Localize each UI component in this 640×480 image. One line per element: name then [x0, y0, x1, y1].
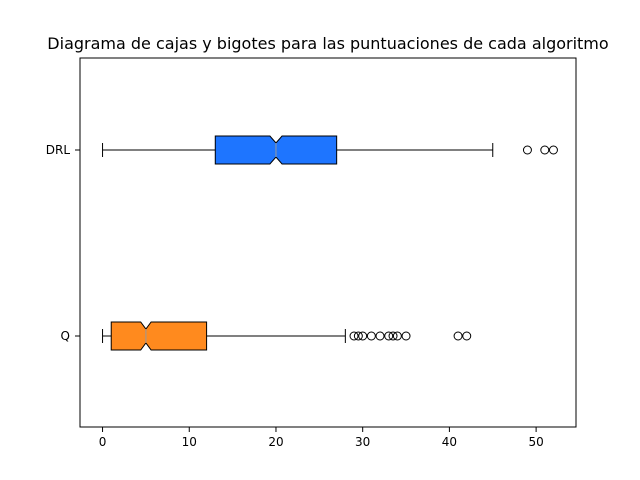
y-axis: Q DRL — [46, 143, 80, 343]
x-tick-label-30: 30 — [355, 435, 370, 449]
outlier-q-8 — [401, 331, 411, 341]
outlier-q-6 — [388, 331, 398, 341]
outlier-q-0 — [349, 331, 359, 341]
x-tick-label-50: 50 — [528, 435, 543, 449]
outlier-q-3 — [366, 331, 376, 341]
x-tick-label-40: 40 — [442, 435, 457, 449]
outlier-drl-1 — [540, 145, 550, 155]
outlier-q-9 — [453, 331, 463, 341]
outlier-drl-0 — [522, 145, 532, 155]
x-tick-label-10: 10 — [182, 435, 197, 449]
box-q — [110, 321, 208, 351]
outlier-q-1 — [353, 331, 363, 341]
outlier-q-7 — [392, 331, 402, 341]
x-axis: 0 10 20 30 40 50 — [99, 427, 544, 449]
chart-marks — [102, 135, 558, 351]
y-tick-label-drl: DRL — [46, 143, 71, 157]
x-tick-label-0: 0 — [99, 435, 107, 449]
outlier-q-10 — [462, 331, 472, 341]
x-tick-label-20: 20 — [268, 435, 283, 449]
plot-area — [79, 57, 577, 428]
y-tick-label-q: Q — [61, 329, 70, 343]
outlier-q-4 — [375, 331, 385, 341]
outlier-q-5 — [384, 331, 394, 341]
outlier-drl-2 — [548, 145, 558, 155]
box-group-drl — [102, 135, 558, 165]
chart-title: Diagrama de cajas y bigotes para las pun… — [47, 34, 608, 53]
box-group-q — [102, 321, 472, 351]
outlier-q-2 — [358, 331, 368, 341]
